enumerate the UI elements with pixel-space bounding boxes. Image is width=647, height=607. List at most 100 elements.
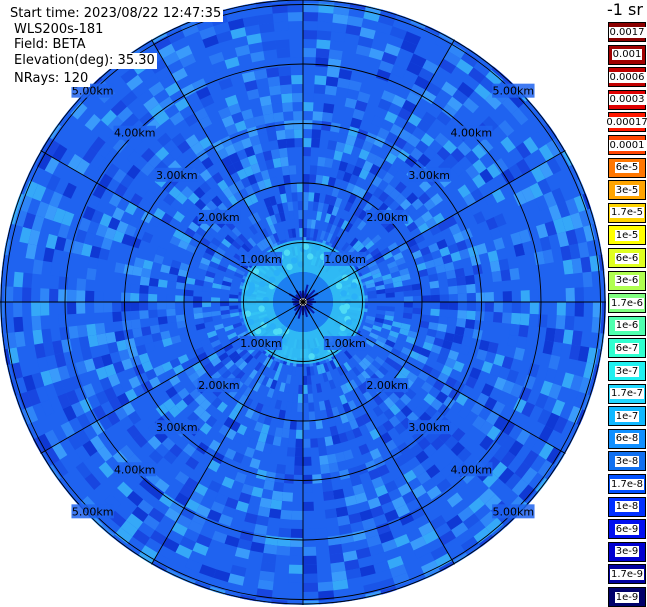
range-gate-cell	[40, 399, 55, 417]
range-gate-cell	[336, 218, 345, 228]
range-gate-cell	[202, 311, 213, 318]
range-gate-cell	[516, 158, 531, 175]
range-gate-cell	[100, 109, 117, 126]
range-gate-cell	[367, 290, 377, 296]
range-gate-cell	[44, 139, 60, 157]
range-gate-cell	[232, 509, 247, 522]
range-gate-cell	[254, 361, 263, 372]
range-gate-cell	[175, 192, 188, 205]
ring-label-text: 3.00km	[408, 169, 450, 182]
range-gate-cell	[180, 360, 193, 371]
range-gate-cell	[537, 409, 552, 426]
range-gate-cell	[213, 569, 231, 583]
range-gate-cell	[199, 94, 215, 108]
range-gate-cell	[82, 147, 98, 164]
range-gate-cell	[271, 389, 280, 400]
range-gate-cell	[470, 254, 481, 266]
range-gate-cell	[402, 312, 413, 320]
range-gate-cell	[287, 12, 303, 22]
range-gate-cell	[224, 359, 235, 370]
range-gate-cell	[257, 373, 266, 384]
range-gate-cell	[65, 389, 80, 406]
colorbar-swatch: 6e-8	[608, 428, 646, 449]
range-gate-cell	[406, 221, 418, 233]
range-gate-cell	[502, 380, 515, 395]
range-gate-cell	[279, 75, 292, 86]
range-gate-cell	[246, 126, 259, 138]
range-gate-cell	[234, 547, 251, 560]
range-gate-cell	[577, 241, 590, 258]
range-gate-cell	[430, 193, 443, 206]
range-gate-cell	[411, 249, 423, 260]
range-gate-cell	[457, 284, 467, 294]
range-gate-cell	[139, 302, 149, 311]
range-gate-cell	[422, 341, 434, 352]
range-gate-cell	[23, 180, 39, 199]
range-gate-cell	[218, 106, 232, 120]
range-gate-cell	[434, 132, 449, 147]
range-gate-cell	[176, 320, 187, 329]
range-gate-cell	[266, 67, 280, 78]
range-gate-cell	[250, 51, 265, 63]
range-gate-cell	[439, 302, 449, 310]
range-gate-cell	[221, 238, 232, 248]
range-gate-cell	[457, 293, 467, 302]
range-gate-cell	[538, 161, 554, 179]
range-gate-cell	[406, 238, 417, 248]
range-gate-cell	[353, 137, 365, 149]
range-gate-cell	[411, 344, 423, 355]
range-gate-cell	[75, 229, 88, 244]
range-gate-cell	[197, 351, 208, 362]
range-gate-cell	[274, 399, 282, 410]
range-gate-cell	[280, 509, 293, 520]
range-gate-cell	[22, 287, 32, 302]
range-gate-cell	[206, 366, 218, 377]
range-gate-cell	[185, 277, 196, 285]
range-gate-cell	[202, 306, 212, 313]
range-gate-cell	[342, 550, 358, 562]
range-gate-cell	[352, 165, 363, 177]
range-gate-cell	[478, 339, 490, 352]
range-gate-cell	[428, 242, 440, 253]
range-gate-cell	[231, 354, 242, 364]
range-gate-cell	[535, 393, 549, 409]
range-gate-cell	[348, 418, 359, 430]
range-gate-cell	[428, 322, 439, 331]
range-gate-cell	[322, 372, 329, 383]
range-gate-cell	[195, 504, 211, 518]
range-gate-cell	[198, 262, 209, 271]
range-gate-cell	[170, 259, 182, 269]
range-gate-cell	[273, 21, 289, 32]
range-gate-cell	[362, 325, 373, 333]
range-gate-cell	[489, 227, 502, 241]
colorbar-label: 0.001	[611, 49, 643, 61]
range-gate-cell	[218, 513, 233, 527]
range-gate-cell	[447, 492, 463, 508]
range-gate-cell	[238, 492, 252, 504]
range-gate-cell	[324, 213, 332, 224]
range-gate-cell	[59, 326, 70, 341]
range-gate-cell	[345, 568, 362, 580]
range-gate-cell	[199, 422, 212, 435]
range-gate-cell	[202, 302, 212, 308]
range-gate-cell	[261, 552, 277, 564]
range-gate-cell	[580, 256, 592, 273]
range-gate-cell	[523, 450, 539, 468]
range-gate-cell	[508, 440, 524, 457]
range-gate-cell	[332, 488, 345, 500]
azimuth-spoke	[302, 150, 566, 303]
range-gate-cell	[368, 332, 379, 340]
range-gate-cell	[272, 157, 282, 168]
range-gate-cell	[375, 284, 385, 291]
range-gate-cell	[275, 464, 286, 475]
range-gate-cell	[476, 392, 490, 407]
range-gate-cell	[470, 188, 484, 202]
range-gate-cell	[231, 240, 242, 250]
range-gate-cell	[264, 535, 279, 546]
range-gate-cell	[372, 272, 382, 280]
range-gate-cell	[160, 330, 171, 340]
range-gate-cell	[352, 108, 365, 121]
range-gate-cell	[266, 358, 274, 368]
range-gate-cell	[89, 245, 102, 259]
range-gate-cell	[361, 412, 372, 425]
